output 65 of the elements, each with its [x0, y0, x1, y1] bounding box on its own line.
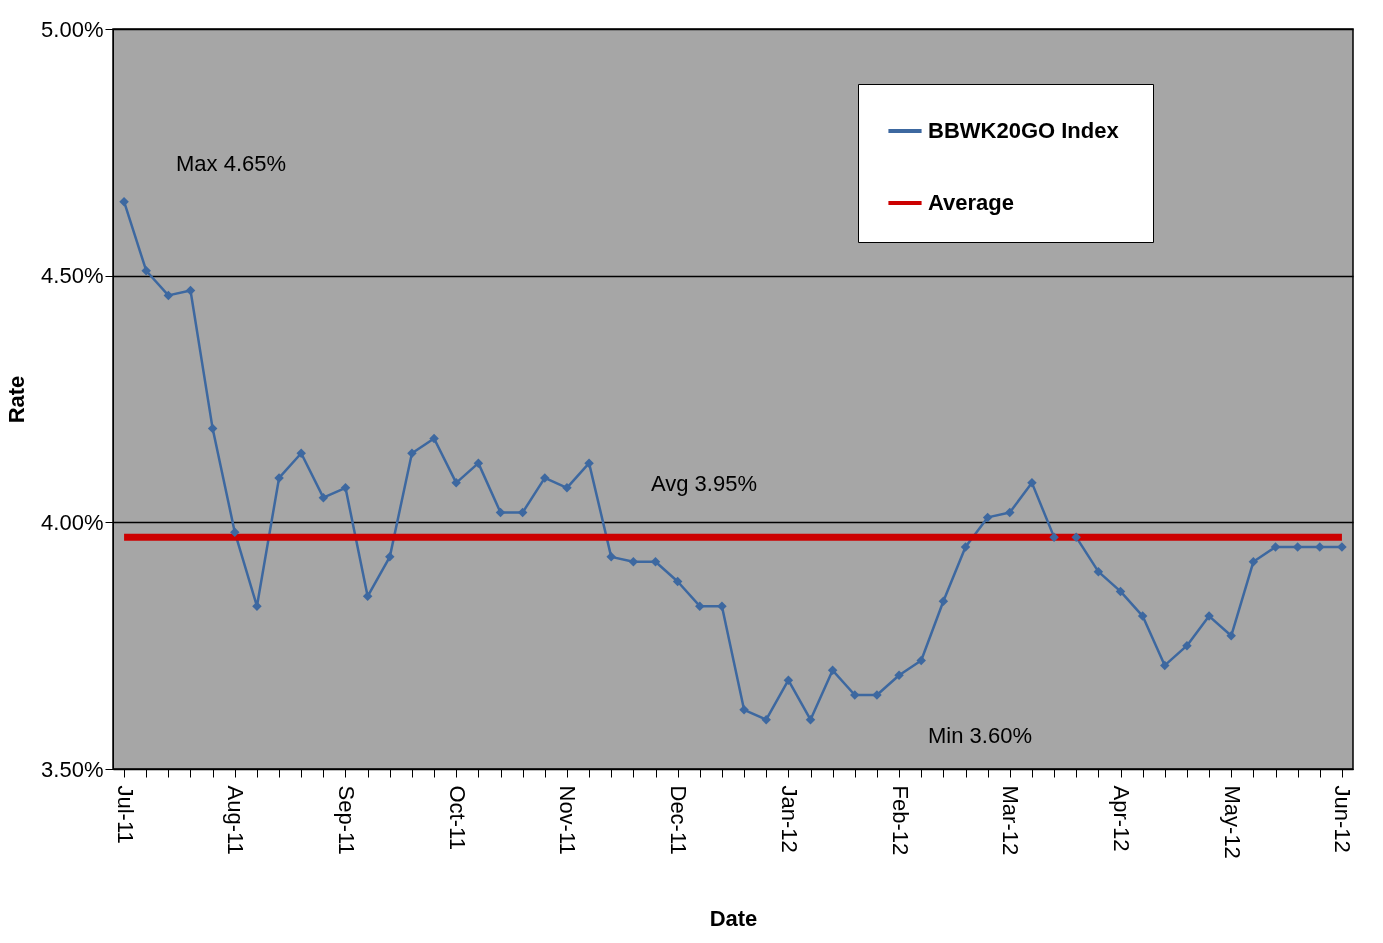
x-tick-label: Sep-11 — [334, 785, 359, 855]
point — [207, 423, 218, 434]
point — [451, 478, 461, 488]
x-tick-label: Jan-12 — [776, 785, 802, 853]
point — [739, 705, 749, 715]
point — [717, 601, 727, 611]
point — [1115, 586, 1126, 597]
point — [473, 458, 484, 468]
point — [916, 655, 926, 666]
point — [650, 557, 661, 567]
point — [296, 448, 306, 459]
point — [672, 576, 683, 587]
point — [805, 714, 816, 725]
point — [938, 596, 949, 607]
x-tick-label: May-12 — [1219, 785, 1245, 859]
x-tick-label: Oct-11 — [444, 785, 470, 850]
point — [695, 601, 705, 611]
point — [1160, 660, 1170, 671]
point — [163, 290, 174, 301]
point — [1226, 631, 1236, 641]
x-tick-label: Mar-12 — [998, 785, 1024, 856]
y-tick-label: 5.00% — [41, 16, 104, 42]
point — [318, 492, 329, 503]
point — [407, 448, 417, 459]
x-tick-label: Apr-12 — [1109, 785, 1134, 852]
point — [119, 196, 129, 207]
x-tick-label: Dec-11 — [666, 785, 692, 855]
point — [827, 665, 838, 676]
y-axis-title: Rate — [4, 375, 30, 424]
point — [761, 714, 771, 725]
point — [783, 675, 794, 685]
point — [562, 483, 572, 493]
y-tick-label: 4.50% — [41, 263, 104, 289]
point — [340, 483, 351, 493]
point — [385, 552, 395, 562]
point — [1093, 566, 1104, 577]
point — [1182, 640, 1192, 651]
legend-label: Average — [928, 190, 1015, 215]
point — [606, 552, 616, 562]
annotation: Avg 3.95% — [651, 471, 758, 496]
point — [185, 285, 196, 296]
annotation: Min 3.60% — [928, 723, 1032, 748]
annotation: Max 4.65% — [176, 151, 287, 176]
point — [1071, 532, 1081, 542]
x-tick-label: Aug-11 — [223, 785, 249, 855]
point — [495, 507, 506, 518]
point — [141, 265, 151, 276]
point — [1005, 507, 1015, 518]
point — [362, 591, 373, 602]
point — [894, 670, 904, 681]
point — [960, 542, 971, 552]
x-tick-label: Jun-12 — [1330, 785, 1356, 853]
y-tick-label: 3.50% — [41, 756, 104, 782]
point — [540, 473, 550, 483]
point — [1248, 557, 1259, 567]
x-tick-label: Nov-11 — [555, 785, 581, 855]
point — [982, 512, 993, 523]
point — [1137, 611, 1148, 621]
point — [429, 433, 439, 444]
point — [230, 527, 240, 537]
legend-label: BBWK20GO Index — [928, 118, 1120, 143]
y-tick-label: 4.00% — [41, 509, 104, 535]
x-tick-label: Jul-11 — [112, 785, 138, 844]
x-axis-title: Date — [709, 905, 758, 931]
x-tick-label: Feb-12 — [887, 785, 913, 856]
